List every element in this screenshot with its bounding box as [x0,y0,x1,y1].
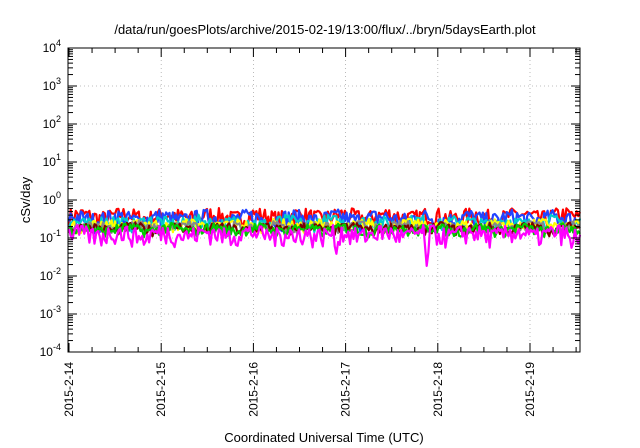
series-line [67,223,582,267]
y-axis-label: cSv/day [18,176,33,223]
y-tick-label: 10-4 [40,342,61,359]
x-tick-label: 2015-2-14 [62,362,76,417]
y-tick-label: 10-1 [40,228,61,245]
axis-ticks: 10-4 10-3 10-2 10-1 100 101 102 103 104 2015-2-14… [40,38,580,417]
y-tick-label: 104 [43,38,61,55]
chart-title: /data/run/goesPlots/archive/2015-02-19/1… [114,22,536,37]
series-line [68,217,581,235]
x-tick-label: 2015-2-17 [339,362,353,417]
y-tick-label: 10-3 [40,304,61,321]
x-tick-label: 2015-2-18 [431,362,445,417]
y-tick-label: 102 [43,114,61,131]
y-tick-label: 100 [43,190,61,207]
y-tick-label: 10-2 [40,266,61,283]
x-tick-label: 2015-2-15 [154,362,168,417]
y-tick-label: 101 [43,152,61,169]
x-tick-label: 2015-2-19 [523,362,537,417]
x-axis-label: Coordinated Universal Time (UTC) [224,430,423,445]
y-tick-label: 103 [43,76,61,93]
x-tick-label: 2015-2-16 [246,362,260,417]
series-layer [67,207,582,267]
series-line [67,208,581,235]
